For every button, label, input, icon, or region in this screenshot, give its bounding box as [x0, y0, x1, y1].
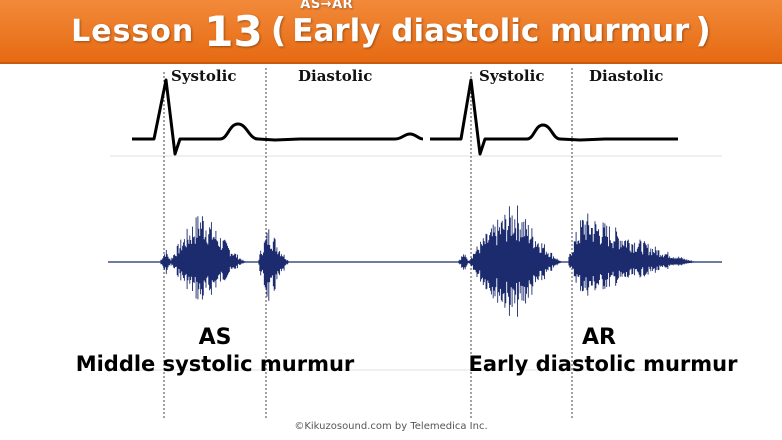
title-topic: AS→AR Early diastolic murmur	[292, 0, 690, 49]
phase-label-left-systolic: Systolic	[171, 67, 237, 85]
ar-murmur-waveform	[458, 205, 698, 317]
phase-label-right-diastolic: Diastolic	[589, 67, 664, 85]
as-description: Middle systolic murmur	[75, 352, 355, 376]
ar-label: AR	[582, 325, 616, 350]
as-murmur-waveform	[160, 216, 290, 301]
title-topic-text: Early diastolic murmur	[292, 13, 690, 49]
title-open-paren: (	[270, 11, 287, 51]
as-label: AS	[198, 325, 232, 350]
lesson-title: Lesson 13 ( AS→AR Early diastolic murmur…	[0, 0, 782, 62]
title-number: 13	[204, 6, 263, 56]
ecg-trace-left	[132, 78, 424, 156]
phase-label-left-diastolic: Diastolic	[298, 67, 373, 85]
title-close-paren: )	[695, 11, 711, 51]
title-banner	[0, 0, 782, 64]
copyright-notice: ©Kikuzosound.com by Telemedica Inc.	[294, 421, 488, 432]
ecg-trace-right	[430, 78, 678, 156]
ar-description: Early diastolic murmur	[468, 352, 738, 376]
phase-label-right-systolic: Systolic	[479, 67, 545, 85]
title-sub: AS→AR	[300, 0, 354, 12]
title-lesson: Lesson	[71, 13, 195, 49]
